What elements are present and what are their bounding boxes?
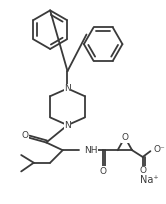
Text: NH: NH: [84, 146, 97, 155]
Text: Na⁺: Na⁺: [140, 175, 159, 185]
Text: N: N: [64, 84, 71, 93]
Text: O: O: [139, 166, 146, 175]
Text: O⁻: O⁻: [153, 145, 165, 154]
Text: N: N: [64, 121, 71, 130]
Text: O: O: [22, 131, 29, 140]
Text: O: O: [121, 133, 128, 142]
Text: O: O: [100, 167, 107, 176]
